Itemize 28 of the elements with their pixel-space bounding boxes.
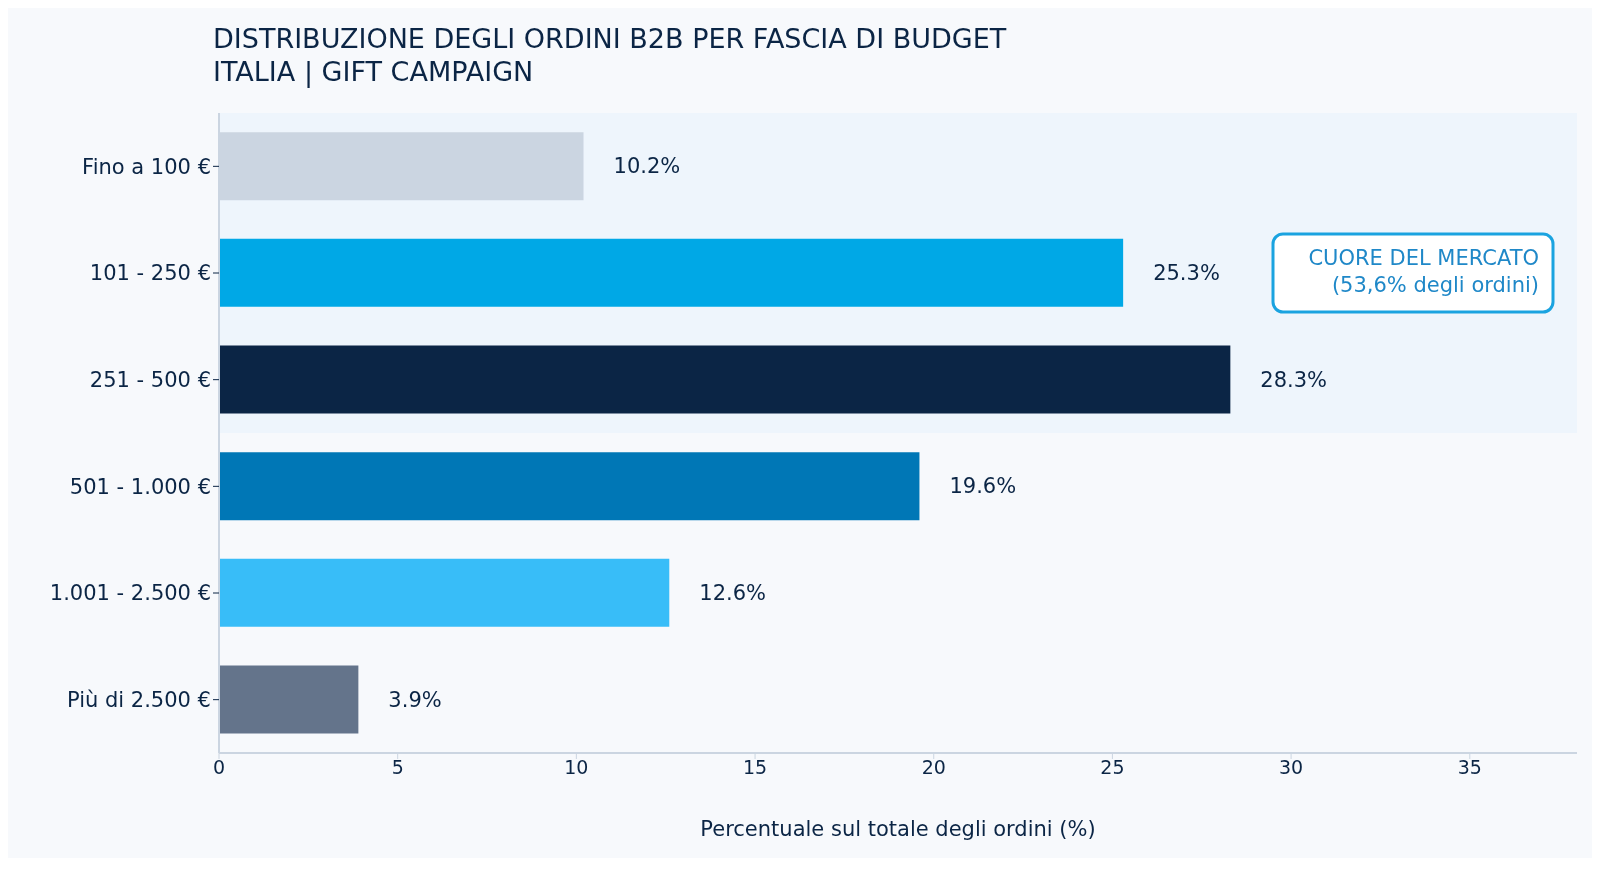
y-tick-label: 501 - 1.000 € xyxy=(69,474,211,499)
x-axis-title: Percentuale sul totale degli ordini (%) xyxy=(700,817,1096,841)
y-tick-label: 1.001 - 2.500 € xyxy=(49,581,211,606)
band-label: CUORE DEL MERCATO (53,6% degli ordini) xyxy=(1308,246,1539,297)
data-label: 10.2% xyxy=(613,154,681,179)
data-label: 12.6% xyxy=(699,580,766,605)
y-tick-label: 251 - 500 € xyxy=(89,368,211,393)
x-tick-label: 5 xyxy=(391,756,404,779)
data-label: 25.3% xyxy=(1153,260,1220,285)
x-tick-label: 35 xyxy=(1457,756,1482,779)
x-tick-label: 10 xyxy=(564,756,589,779)
x-tick-label: 20 xyxy=(921,756,946,779)
data-label: 28.3% xyxy=(1260,367,1328,392)
chart-subtitle: ITALIA | GIFT CAMPAIGN xyxy=(213,55,535,88)
data-label: 3.9% xyxy=(388,687,442,712)
x-tick-label: 15 xyxy=(742,756,768,779)
chart-title: DISTRIBUZIONE DEGLI ORDINI B2B PER FASCIA DI BUDGET xyxy=(213,22,1008,55)
x-tick-label: 0 xyxy=(212,756,226,779)
bar xyxy=(219,665,359,734)
bar xyxy=(219,238,1124,307)
y-tick-label: 101 - 250 € xyxy=(89,261,211,286)
data-label: 19.6% xyxy=(949,474,1017,499)
y-tick-label: Più di 2.500 € xyxy=(66,688,211,713)
bar xyxy=(219,558,670,627)
x-tick-label: 30 xyxy=(1279,756,1304,779)
bar xyxy=(219,452,920,521)
y-tick-label: Fino a 100 € xyxy=(82,154,211,179)
x-tick-label: 25 xyxy=(1100,756,1125,779)
